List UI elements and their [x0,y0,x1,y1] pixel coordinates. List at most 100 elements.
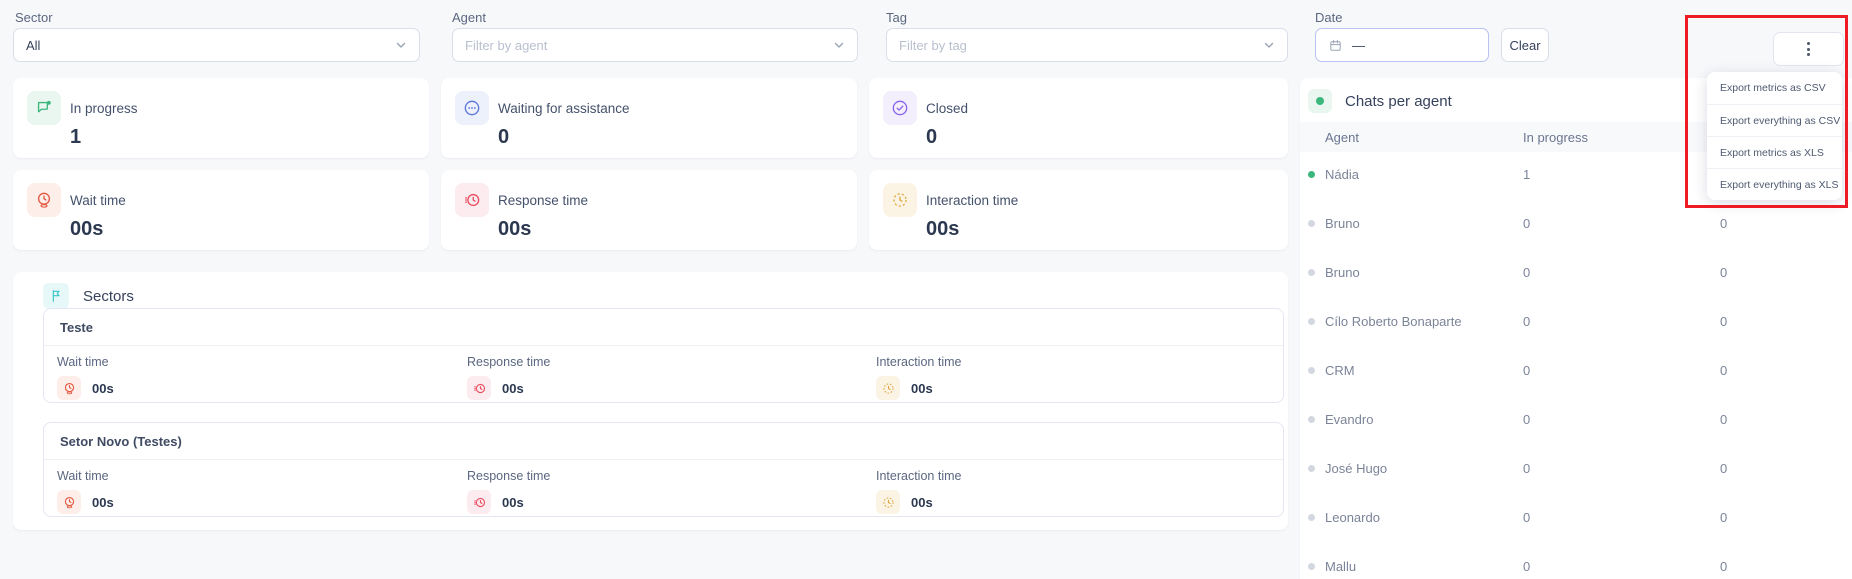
metric-value: 00s [92,380,114,396]
calendar-icon [1330,39,1341,51]
in-progress-count: 0 [1523,559,1531,574]
metric-label: Interaction time [876,469,962,483]
chat-icon [27,91,61,125]
export-menu-button[interactable] [1773,32,1844,66]
metric-value: 00s [502,380,524,396]
menu-item-export-everything-csv[interactable]: Export everything as CSV [1707,104,1842,136]
metric-value: 1 [70,126,82,148]
chevron-down-icon [1264,42,1274,48]
metric-label: Response time [467,355,551,369]
metric-label: Wait time [70,192,126,208]
table-row[interactable]: José Hugo 0 0 [1300,444,1852,493]
metric-label: Waiting for assistance [498,100,630,116]
in-progress-count: 0 [1523,412,1531,427]
agent-filter-label: Agent [452,10,486,25]
tag-select[interactable]: Filter by tag [886,28,1288,62]
metric-value: 00s [70,218,104,240]
third-count: 0 [1720,265,1728,280]
table-row[interactable]: Bruno 0 0 [1300,248,1852,297]
third-count: 0 [1720,412,1728,427]
offline-status-icon [1308,465,1315,472]
sector-filter-label: Sector [15,10,53,25]
table-row[interactable]: Evandro 0 0 [1300,395,1852,444]
clear-button[interactable]: Clear [1501,28,1549,62]
agent-name: Bruno [1325,216,1360,231]
in-progress-count: 0 [1523,461,1531,476]
kebab-icon [1807,42,1810,56]
table-row[interactable]: Mallu 0 0 [1300,542,1852,579]
metric-value: 00s [498,218,532,240]
online-status-icon [1308,171,1315,178]
agent-select-placeholder: Filter by agent [465,37,548,53]
waiting-card: Waiting for assistance 0 [441,78,857,158]
metric-label: Interaction time [876,355,962,369]
agent-name: Leonardo [1325,510,1380,525]
chats-per-agent-title: Chats per agent [1345,92,1452,110]
table-row[interactable]: Leonardo 0 0 [1300,493,1852,542]
metric-value: 00s [92,494,114,510]
metric-value: 0 [498,126,510,148]
response-time-icon [467,490,491,514]
response-time-card: Response time 00s [441,170,857,250]
tag-select-placeholder: Filter by tag [899,37,967,53]
sectors-icon [43,283,69,309]
table-row[interactable]: Nádia 1 [1300,150,1852,199]
metric-label: In progress [70,100,138,116]
sectors-panel: Sectors Teste Wait time 00s Response tim… [13,272,1288,530]
chevron-down-icon [834,42,844,48]
divider [44,459,1283,460]
closed-card: Closed 0 [869,78,1288,158]
menu-item-export-metrics-xls[interactable]: Export metrics as XLS [1707,136,1842,168]
agent-select[interactable]: Filter by agent [452,28,858,62]
wait-time-card: Wait time 00s [13,170,429,250]
interaction-time-card: Interaction time 00s [869,170,1288,250]
agent-table-body: Nádia 1 Bruno 0 0 Bruno 0 0 Cílo Roberto… [1300,150,1852,579]
offline-status-icon [1308,563,1315,570]
third-count: 0 [1720,216,1728,231]
offline-status-icon [1308,416,1315,423]
third-count: 0 [1720,363,1728,378]
menu-item-export-metrics-csv[interactable]: Export metrics as CSV [1720,82,1826,94]
offline-status-icon [1308,220,1315,227]
sector-select-value: All [26,37,41,53]
sector-card-title: Teste [60,320,93,335]
divider [44,345,1283,346]
metric-label: Wait time [57,355,109,369]
sector-card-setor-novo: Setor Novo (Testes) Wait time 00s Respon… [43,422,1284,517]
date-filter-label: Date [1315,10,1343,25]
agent-name: Evandro [1325,412,1374,427]
third-count: 0 [1720,510,1728,525]
interaction-time-icon [876,376,900,400]
table-row[interactable]: Cílo Roberto Bonaparte 0 0 [1300,297,1852,346]
third-count: 0 [1720,559,1728,574]
agent-name: Bruno [1325,265,1360,280]
in-progress-card: In progress 1 [13,78,429,158]
column-header-in-progress: In progress [1523,129,1589,145]
wait-time-icon [57,376,81,400]
offline-status-icon [1308,269,1315,276]
sector-select[interactable]: All [13,28,420,62]
in-progress-count: 0 [1523,363,1531,378]
in-progress-count: 0 [1523,510,1531,525]
in-progress-count: 0 [1523,265,1531,280]
sector-card-teste: Teste Wait time 00s Response time 00s [43,308,1284,403]
response-time-icon [467,376,491,400]
menu-item-export-everything-xls[interactable]: Export everything as XLS [1707,168,1842,200]
in-progress-count: 1 [1523,167,1531,182]
date-input[interactable]: — [1315,28,1489,62]
metric-label: Response time [467,469,551,483]
table-row[interactable]: CRM 0 0 [1300,346,1852,395]
in-progress-count: 0 [1523,314,1531,329]
metric-label: Closed [926,100,969,116]
interaction-time-icon [883,183,917,217]
wait-time-icon [57,490,81,514]
waiting-icon [455,91,489,125]
chevron-down-icon [396,42,406,48]
sectors-title: Sectors [83,287,134,305]
metric-value: 00s [911,494,933,510]
export-menu: Export metrics as CSV Export everything … [1707,72,1842,200]
metric-label: Wait time [57,469,109,483]
third-count: 0 [1720,314,1728,329]
table-row[interactable]: Bruno 0 0 [1300,199,1852,248]
